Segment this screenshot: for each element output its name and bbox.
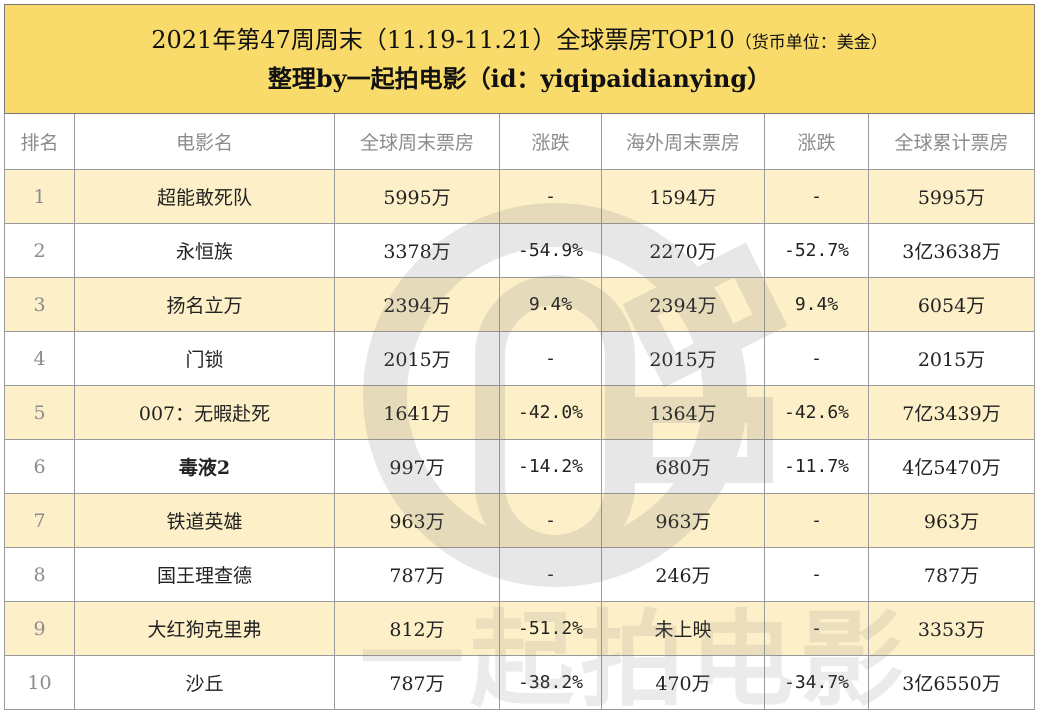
cell-rank: 6: [4, 439, 75, 494]
table-row: 6 毒液2 997万 -14.2% 680万 -11.7% 4亿5470万: [4, 439, 1035, 494]
cell-overseas-weekend: 2394万: [601, 277, 765, 332]
box-office-table: 2021年第47周周末（11.19-11.21）全球票房TOP10（货币单位：美…: [4, 4, 1035, 710]
cell-overseas-weekend: 2270万: [601, 223, 765, 278]
cell-rank: 9: [4, 601, 75, 656]
table-body: 1 超能敢死队 5995万 -1594万 -5995万 2 永恒族 3378万 -54.9% 22…: [4, 169, 1035, 710]
cell-overseas-weekend: 1594万: [601, 169, 765, 224]
cell-global-change: -51.2%: [499, 601, 602, 656]
cell-rank: 7: [4, 493, 75, 548]
cell-overseas-weekend: 未上映: [601, 601, 765, 656]
cell-overseas-change: -52.7%: [764, 223, 869, 278]
cell-global-total: 6054万: [868, 277, 1035, 332]
cell-overseas-weekend: 680万: [601, 439, 765, 494]
cell-rank: 2: [4, 223, 75, 278]
title-unit-text: （货币单位：美金）: [734, 32, 888, 53]
header-overseas-weekend: 海外周末票房: [601, 113, 765, 170]
cell-global-total: 3亿3638万: [868, 223, 1035, 278]
header-row: 排名 电影名 全球周末票房 涨跌 海外周末票房 涨跌 全球累计票房: [4, 113, 1035, 170]
cell-movie-name: 扬名立万: [74, 277, 335, 332]
cell-global-weekend: 1641万: [334, 385, 500, 440]
cell-overseas-change: 9.4%: [764, 277, 869, 332]
cell-overseas-change: -42.6%: [764, 385, 869, 440]
cell-global-weekend: 812万: [334, 601, 500, 656]
header-overseas-change: 涨跌: [764, 113, 869, 170]
cell-global-change: -: [499, 169, 602, 224]
cell-movie-name: 永恒族: [74, 223, 335, 278]
cell-global-weekend: 997万: [334, 439, 500, 494]
cell-movie-name: 国王理查德: [74, 547, 335, 602]
cell-overseas-weekend: 246万: [601, 547, 765, 602]
cell-global-change: -: [499, 331, 602, 386]
cell-rank: 5: [4, 385, 75, 440]
header-rank: 排名: [4, 113, 75, 170]
cell-global-total: 787万: [868, 547, 1035, 602]
cell-global-weekend: 2015万: [334, 331, 500, 386]
cell-movie-name: 超能敢死队: [74, 169, 335, 224]
title-main-text: 2021年第47周周末（11.19-11.21）全球票房TOP10: [151, 25, 735, 54]
cell-global-weekend: 5995万: [334, 169, 500, 224]
cell-overseas-change: -: [764, 547, 869, 602]
cell-rank: 8: [4, 547, 75, 602]
cell-overseas-change: -: [764, 331, 869, 386]
table-row: 7 铁道英雄 963万 -963万 -963万: [4, 493, 1035, 548]
cell-rank: 3: [4, 277, 75, 332]
cell-overseas-weekend: 2015万: [601, 331, 765, 386]
cell-global-total: 3亿6550万: [868, 655, 1035, 710]
cell-movie-name: 门锁: [74, 331, 335, 386]
table-row: 2 永恒族 3378万 -54.9% 2270万 -52.7% 3亿3638万: [4, 223, 1035, 278]
header-global-change: 涨跌: [499, 113, 602, 170]
cell-global-total: 5995万: [868, 169, 1035, 224]
header-global-total: 全球累计票房: [868, 113, 1035, 170]
cell-global-change: -38.2%: [499, 655, 602, 710]
cell-global-weekend: 3378万: [334, 223, 500, 278]
cell-global-total: 4亿5470万: [868, 439, 1035, 494]
cell-movie-name: 铁道英雄: [74, 493, 335, 548]
cell-global-weekend: 787万: [334, 655, 500, 710]
cell-movie-name: 007：无暇赴死: [74, 385, 335, 440]
cell-global-weekend: 963万: [334, 493, 500, 548]
cell-global-total: 963万: [868, 493, 1035, 548]
cell-rank: 1: [4, 169, 75, 224]
cell-movie-name: 沙丘: [74, 655, 335, 710]
cell-global-change: -: [499, 493, 602, 548]
cell-overseas-weekend: 963万: [601, 493, 765, 548]
cell-global-weekend: 2394万: [334, 277, 500, 332]
cell-overseas-weekend: 1364万: [601, 385, 765, 440]
cell-global-total: 7亿3439万: [868, 385, 1035, 440]
cell-rank: 10: [4, 655, 75, 710]
cell-global-change: -: [499, 547, 602, 602]
cell-global-change: -42.0%: [499, 385, 602, 440]
cell-overseas-change: -: [764, 493, 869, 548]
cell-global-total: 2015万: [868, 331, 1035, 386]
box-office-table-frame: 2021年第47周周末（11.19-11.21）全球票房TOP10（货币单位：美…: [4, 4, 1035, 714]
table-row: 5 007：无暇赴死 1641万 -42.0% 1364万 -42.6% 7亿3439万: [4, 385, 1035, 440]
cell-overseas-change: -: [764, 601, 869, 656]
header-global-weekend: 全球周末票房: [334, 113, 500, 170]
cell-movie-name: 毒液2: [74, 439, 335, 494]
header-movie-name: 电影名: [74, 113, 335, 170]
table-row: 9 大红狗克里弗 812万 -51.2% 未上映 -3353万: [4, 601, 1035, 656]
table-row: 1 超能敢死队 5995万 -1594万 -5995万: [4, 169, 1035, 224]
title-line-1: 2021年第47周周末（11.19-11.21）全球票房TOP10（货币单位：美…: [6, 22, 1034, 61]
cell-global-change: 9.4%: [499, 277, 602, 332]
cell-overseas-weekend: 470万: [601, 655, 765, 710]
cell-global-weekend: 787万: [334, 547, 500, 602]
cell-overseas-change: -: [764, 169, 869, 224]
cell-global-change: -14.2%: [499, 439, 602, 494]
cell-overseas-change: -11.7%: [764, 439, 869, 494]
cell-global-change: -54.9%: [499, 223, 602, 278]
title-line-2: 整理by一起拍电影（id：yiqipaidianying）: [267, 63, 772, 93]
table-row: 3 扬名立万 2394万 9.4% 2394万 9.4% 6054万: [4, 277, 1035, 332]
cell-rank: 4: [4, 331, 75, 386]
cell-global-total: 3353万: [868, 601, 1035, 656]
table-row: 4 门锁 2015万 -2015万 -2015万: [4, 331, 1035, 386]
table-title: 2021年第47周周末（11.19-11.21）全球票房TOP10（货币单位：美…: [4, 4, 1035, 114]
table-row: 10 沙丘 787万 -38.2% 470万 -34.7% 3亿6550万: [4, 655, 1035, 710]
cell-overseas-change: -34.7%: [764, 655, 869, 710]
table-row: 8 国王理查德 787万 -246万 -787万: [4, 547, 1035, 602]
cell-movie-name: 大红狗克里弗: [74, 601, 335, 656]
